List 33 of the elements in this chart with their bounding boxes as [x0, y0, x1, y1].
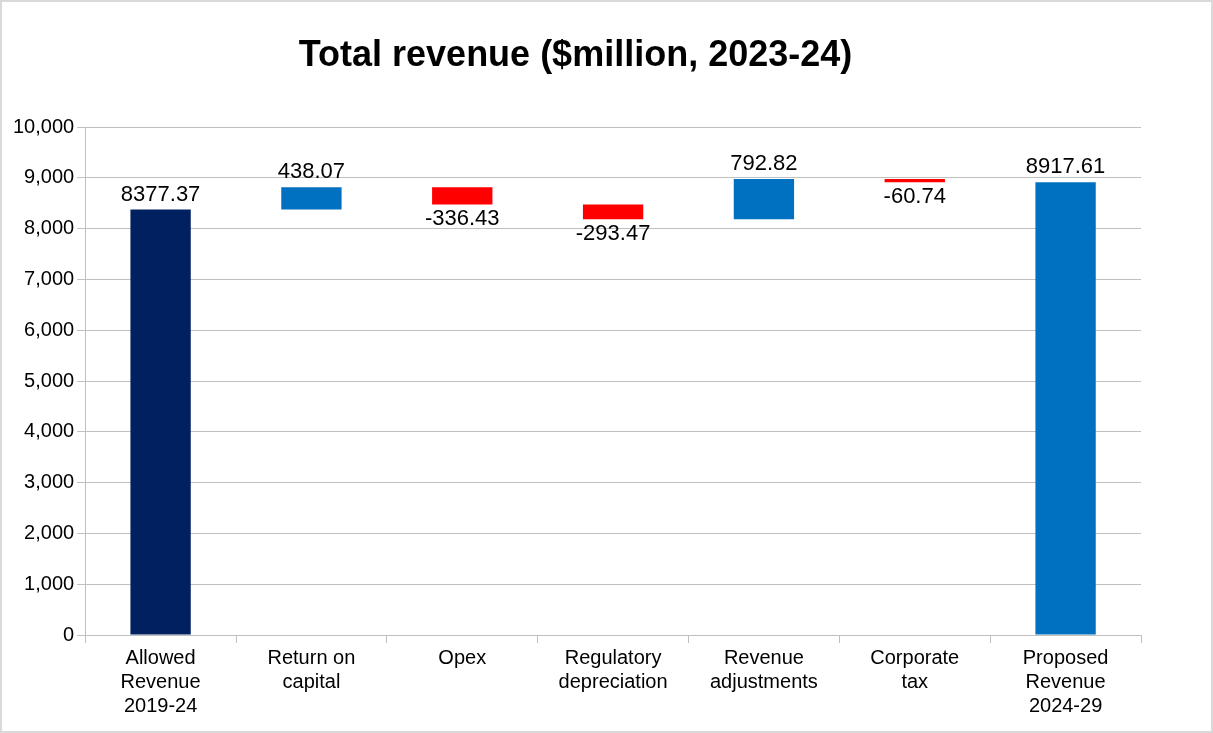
- y-tick-label: 7,000: [24, 267, 75, 290]
- x-tick-label: Opex: [438, 645, 487, 668]
- data-label: 8917.61: [1025, 153, 1106, 179]
- bar: [130, 209, 191, 635]
- x-tick-label: Corporate tax: [870, 645, 960, 692]
- x-tick-label: Regulatory depreciation: [558, 645, 668, 692]
- y-tick-label: 8,000: [24, 216, 75, 239]
- y-tick-label: 3,000: [24, 470, 75, 493]
- x-tick-label: Revenue adjustments: [710, 645, 818, 692]
- bar: [432, 187, 493, 205]
- data-label: -60.74: [883, 183, 946, 209]
- data-label: 792.82: [730, 150, 798, 176]
- data-label: -336.43: [424, 205, 500, 231]
- y-tick-label: 6,000: [24, 317, 75, 340]
- y-tick-label: 1,000: [24, 571, 75, 594]
- chart-title: Total revenue ($million, 2023-24): [298, 32, 853, 74]
- data-label: -293.47: [575, 220, 651, 246]
- y-tick-label: 10,000: [13, 114, 75, 137]
- y-tick-label: 5,000: [24, 368, 75, 391]
- x-tick-label: Allowed Revenue 2019-24: [120, 645, 201, 716]
- data-label: 438.07: [277, 158, 346, 184]
- x-tick-label: Return on capital: [267, 645, 356, 692]
- bar: [733, 179, 795, 220]
- bar: [1035, 182, 1096, 635]
- y-tick-label: 0: [63, 622, 75, 645]
- bar: [281, 187, 342, 210]
- x-tick-label: Proposed Revenue 2024-29: [1022, 645, 1109, 716]
- y-tick-label: 4,000: [24, 419, 75, 442]
- bar: [582, 204, 644, 220]
- y-tick-label: 2,000: [24, 520, 75, 543]
- y-tick-label: 9,000: [24, 165, 75, 188]
- bar: [884, 179, 945, 183]
- data-label: 8377.37: [120, 180, 201, 206]
